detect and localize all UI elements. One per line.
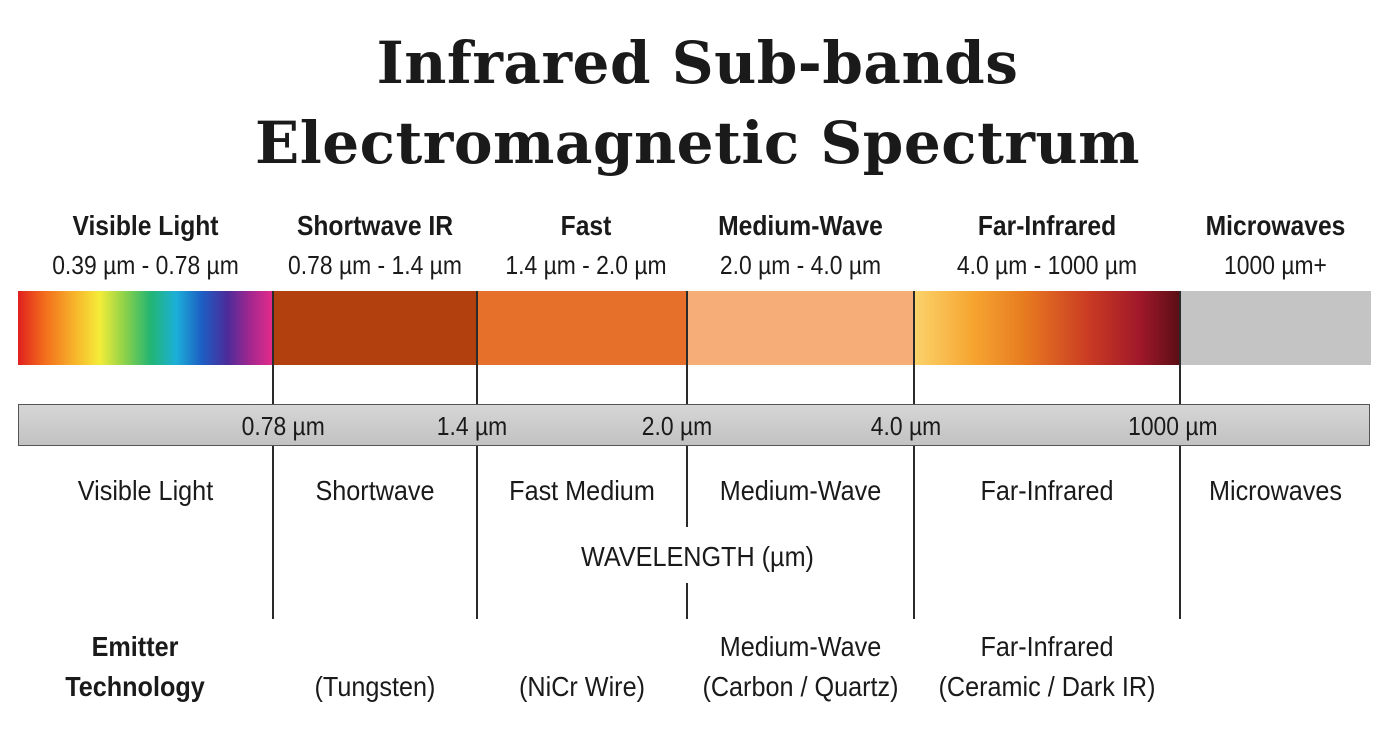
axis-tick-label: 2.0 µm bbox=[641, 411, 713, 441]
wavelength-axis-bar bbox=[18, 404, 1370, 446]
emitter-medium-wave-type: (Carbon / Quartz) bbox=[702, 671, 899, 702]
spectrum-segment-fast bbox=[477, 291, 687, 365]
region-label-far-infrared: Far-Infrared bbox=[980, 475, 1114, 506]
divider-line bbox=[476, 291, 478, 619]
divider-line bbox=[272, 291, 274, 619]
emitter-tungsten: (Tungsten) bbox=[314, 671, 436, 702]
axis-tick-label: 1000 µm bbox=[1128, 411, 1218, 441]
band-range-medium: 2.0 µm - 4.0 µm bbox=[719, 250, 882, 280]
emitter-nicr-wire: (NiCr Wire) bbox=[519, 671, 645, 702]
band-range-far: 4.0 µm - 1000 µm bbox=[956, 250, 1138, 280]
spectrum-segment-far bbox=[914, 291, 1180, 365]
axis-tick-label: 0.78 µm bbox=[241, 411, 325, 441]
spectrum-segment-medium bbox=[687, 291, 914, 365]
divider-line bbox=[686, 583, 688, 619]
axis-title: WAVELENGTH (µm) bbox=[581, 541, 814, 572]
emitter-label-line-2: Technology bbox=[65, 671, 205, 702]
band-name-far: Far-Infrared bbox=[977, 210, 1117, 241]
band-range-visible: 0.39 µm - 0.78 µm bbox=[52, 250, 239, 280]
axis-tick-label: 1.4 µm bbox=[436, 411, 508, 441]
emitter-label-line-1: Emitter bbox=[91, 631, 179, 662]
band-name-micro: Microwaves bbox=[1205, 210, 1346, 241]
band-range-micro: 1000 µm+ bbox=[1224, 250, 1327, 280]
region-label-visible: Visible Light bbox=[77, 475, 214, 506]
band-name-fast: Fast bbox=[560, 210, 612, 241]
divider-line bbox=[1179, 291, 1181, 619]
region-label-shortwave: Shortwave bbox=[315, 475, 435, 506]
band-range-shortwave: 0.78 µm - 1.4 µm bbox=[288, 250, 462, 280]
title-line-2: Electromagnetic Spectrum bbox=[255, 109, 1140, 177]
title-line-1: Infrared Sub-bands bbox=[376, 29, 1019, 97]
region-label-medium-wave: Medium-Wave bbox=[719, 475, 882, 506]
divider-line bbox=[913, 291, 915, 619]
spectrum-segment-shortwave bbox=[273, 291, 477, 365]
band-name-shortwave: Shortwave IR bbox=[296, 210, 454, 241]
spectrum-segment-microwave bbox=[1180, 291, 1371, 365]
band-name-medium: Medium-Wave bbox=[718, 210, 883, 241]
region-label-microwaves: Microwaves bbox=[1208, 475, 1343, 506]
region-label-fast-medium: Fast Medium bbox=[509, 475, 655, 506]
emitter-medium-wave-name: Medium-Wave bbox=[719, 631, 882, 662]
band-range-fast: 1.4 µm - 2.0 µm bbox=[505, 250, 667, 280]
spectrum-segment-visible bbox=[18, 291, 273, 365]
emitter-far-infrared-name: Far-Infrared bbox=[980, 631, 1114, 662]
emitter-far-infrared-type: (Ceramic / Dark IR) bbox=[938, 671, 1156, 702]
band-name-visible: Visible Light bbox=[72, 210, 219, 241]
axis-tick-label: 4.0 µm bbox=[870, 411, 942, 441]
